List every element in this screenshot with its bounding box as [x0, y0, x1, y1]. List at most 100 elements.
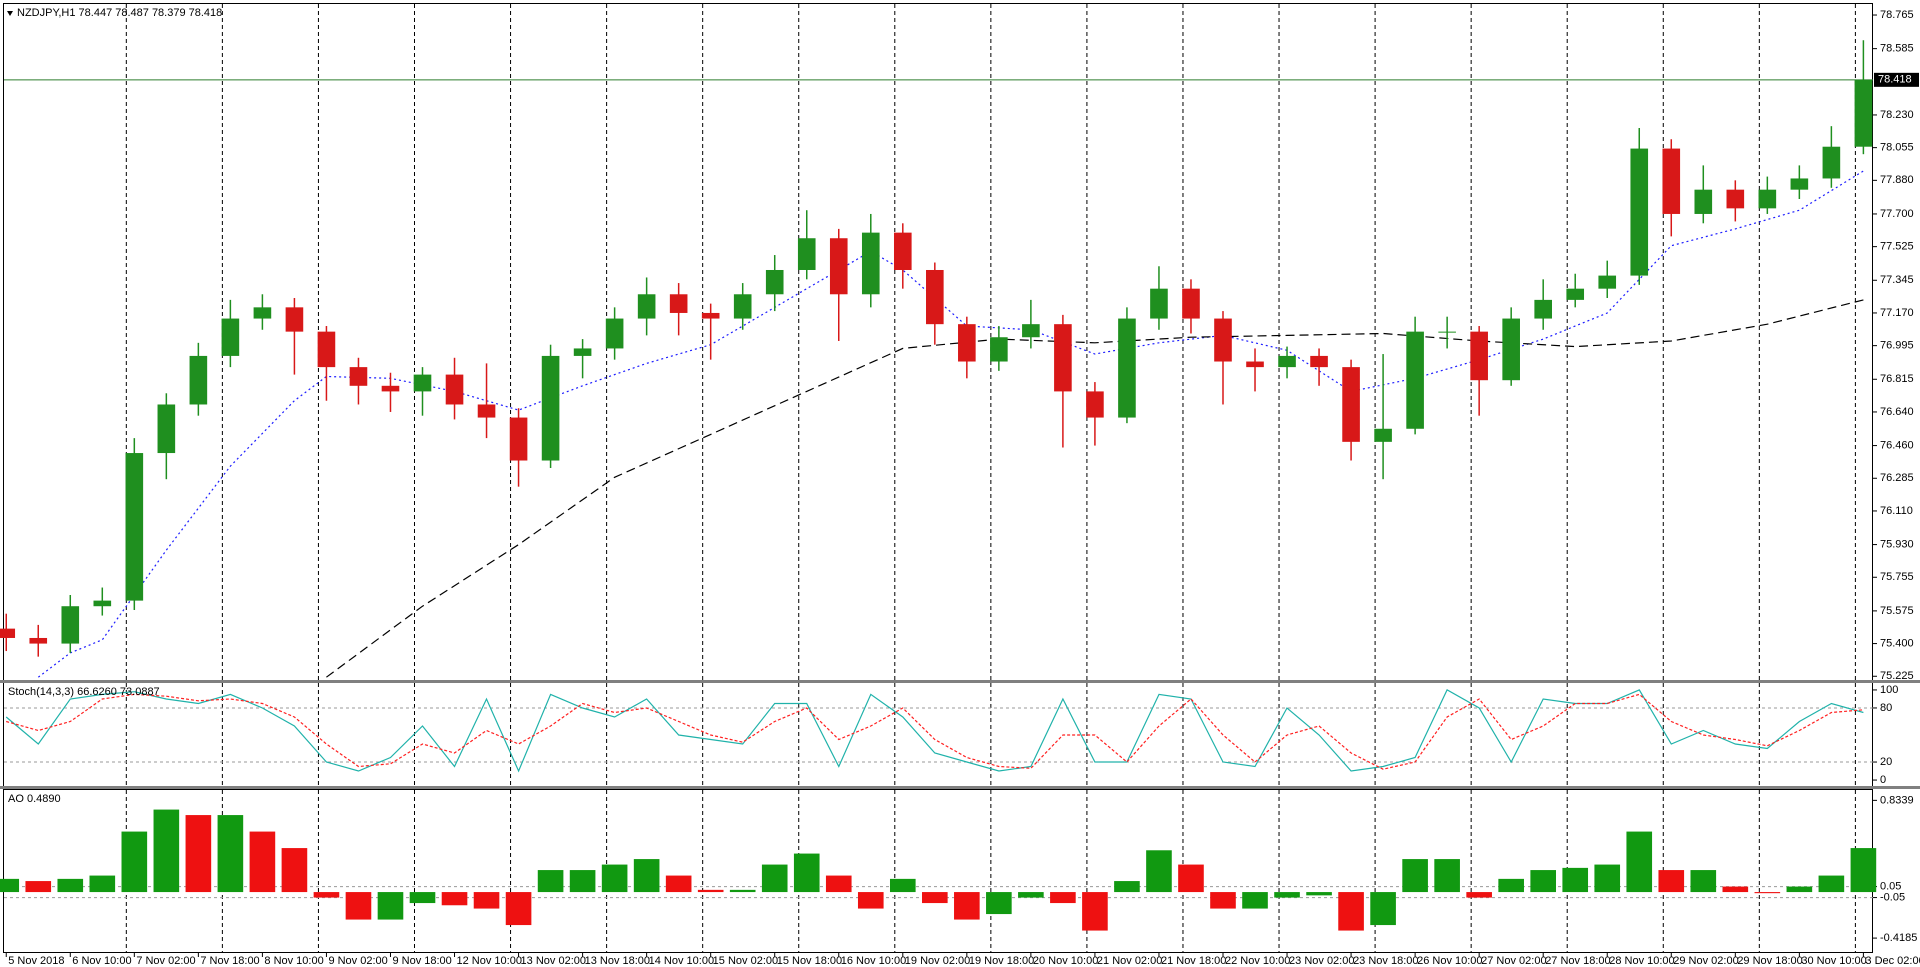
candle-body — [189, 355, 208, 405]
candle-body — [1438, 331, 1456, 333]
x-tick-label: 28 Nov 10:00 — [1609, 955, 1674, 967]
candle-body — [1598, 275, 1617, 289]
ao-bar — [473, 892, 500, 909]
candle-body — [1694, 189, 1713, 214]
candle-body — [1182, 288, 1200, 319]
x-tick-label: 29 Nov 18:00 — [1737, 955, 1802, 967]
ao-bar — [1658, 870, 1685, 893]
candle-body — [317, 331, 336, 368]
candle-body — [253, 307, 272, 319]
y-tick-label: 76.995 — [1880, 340, 1914, 352]
candle-body — [477, 404, 496, 418]
stochastic-line — [5, 689, 1864, 773]
ao-bar — [1146, 850, 1172, 893]
x-tick-label: 9 Nov 02:00 — [328, 955, 387, 967]
ao-bar — [1114, 881, 1140, 893]
candle-body — [1854, 79, 1873, 147]
ao-bar — [185, 815, 212, 893]
y-tick-label: 77.700 — [1880, 208, 1914, 220]
ao-bar — [57, 878, 84, 893]
y-tick-label: 77.345 — [1880, 274, 1914, 286]
x-tick-label: 7 Nov 18:00 — [200, 955, 259, 967]
ao-bar — [441, 892, 468, 906]
ao-bar — [1434, 859, 1460, 893]
ao-bar — [889, 878, 916, 893]
y-tick-label: 75.930 — [1880, 538, 1914, 550]
y-tick-label: 77.525 — [1880, 241, 1914, 253]
x-tick-label: 21 Nov 02:00 — [1097, 955, 1162, 967]
ao-bar — [1786, 886, 1813, 893]
moving-average — [326, 299, 1864, 678]
ao-bar — [1338, 892, 1364, 931]
ao-bar — [1050, 892, 1076, 904]
ao-bar — [697, 889, 724, 893]
candle-body — [605, 318, 624, 349]
candle-body — [125, 453, 144, 601]
ao-bar — [601, 864, 628, 893]
ao-bar — [825, 875, 852, 893]
y-tick-label: 75.225 — [1880, 670, 1914, 682]
candle-body — [1662, 148, 1681, 214]
x-tick-label: 14 Nov 10:00 — [649, 955, 714, 967]
ao-bar — [537, 870, 564, 893]
candle-body — [61, 606, 80, 644]
x-tick-label: 23 Nov 18:00 — [1353, 955, 1418, 967]
ao-bar — [249, 831, 276, 893]
x-tick-label: 20 Nov 10:00 — [1033, 955, 1098, 967]
symbol-menu-arrow — [7, 11, 13, 16]
y-tick-label: 76.110 — [1880, 505, 1913, 517]
x-tick-label: 12 Nov 10:00 — [457, 955, 522, 967]
y-tick-label: 77.880 — [1880, 174, 1914, 186]
ao-bar — [1818, 875, 1845, 893]
ao-bar — [409, 892, 436, 904]
candle-body — [893, 232, 912, 270]
candle-body — [1150, 288, 1168, 319]
ao-bar — [1082, 892, 1108, 931]
x-tick-label: 6 Nov 10:00 — [72, 955, 131, 967]
y-tick-label: 0.8339 — [1880, 794, 1914, 806]
candle-body — [829, 238, 848, 295]
ao-bar — [729, 889, 756, 893]
x-tick-label: 30 Nov 10:00 — [1801, 955, 1866, 967]
ao-bar — [121, 831, 148, 893]
ao-bar — [281, 848, 308, 893]
candle-body — [1534, 299, 1553, 319]
y-tick-label: 77.170 — [1880, 307, 1914, 319]
x-tick-label: 19 Nov 02:00 — [905, 955, 970, 967]
last-price-box — [1874, 72, 1919, 87]
x-tick-label: 15 Nov 18:00 — [777, 955, 842, 967]
candle-body — [349, 367, 368, 386]
candle-body — [1342, 367, 1360, 442]
candle-body — [509, 417, 528, 461]
ao-bar — [1498, 878, 1524, 893]
candle-body — [1630, 148, 1649, 276]
candle-body — [1246, 361, 1264, 368]
ao-bar — [857, 892, 884, 909]
candle-body — [285, 307, 304, 332]
candle-body — [1758, 189, 1777, 209]
ao-bar — [1018, 892, 1044, 898]
x-tick-label: 3 Dec 02:00 — [1865, 955, 1920, 967]
ao-bar — [25, 881, 52, 893]
x-tick-label: 15 Nov 02:00 — [713, 955, 778, 967]
candle-body — [861, 232, 880, 295]
y-tick-label: 75.575 — [1880, 605, 1914, 617]
y-tick-label: 78.585 — [1880, 43, 1914, 55]
ao-bar — [89, 875, 116, 893]
y-tick-label: 76.640 — [1880, 406, 1914, 418]
y-tick-label: 76.815 — [1880, 373, 1914, 385]
x-tick-label: 7 Nov 02:00 — [136, 955, 195, 967]
y-tick-label: 76.460 — [1880, 439, 1914, 451]
candle-body — [765, 269, 784, 295]
candle-body — [701, 312, 720, 319]
ao-bar — [345, 892, 372, 920]
ao-bar — [569, 870, 596, 893]
candle-body — [541, 355, 560, 461]
candle-body — [1214, 318, 1232, 362]
ao-bar — [761, 864, 788, 893]
candle-body — [157, 404, 176, 454]
chart-content: 78.765 78.585 78.230 78.055 77.880 77.700 77.5… — [0, 4, 1920, 967]
candle-body — [1726, 189, 1745, 209]
